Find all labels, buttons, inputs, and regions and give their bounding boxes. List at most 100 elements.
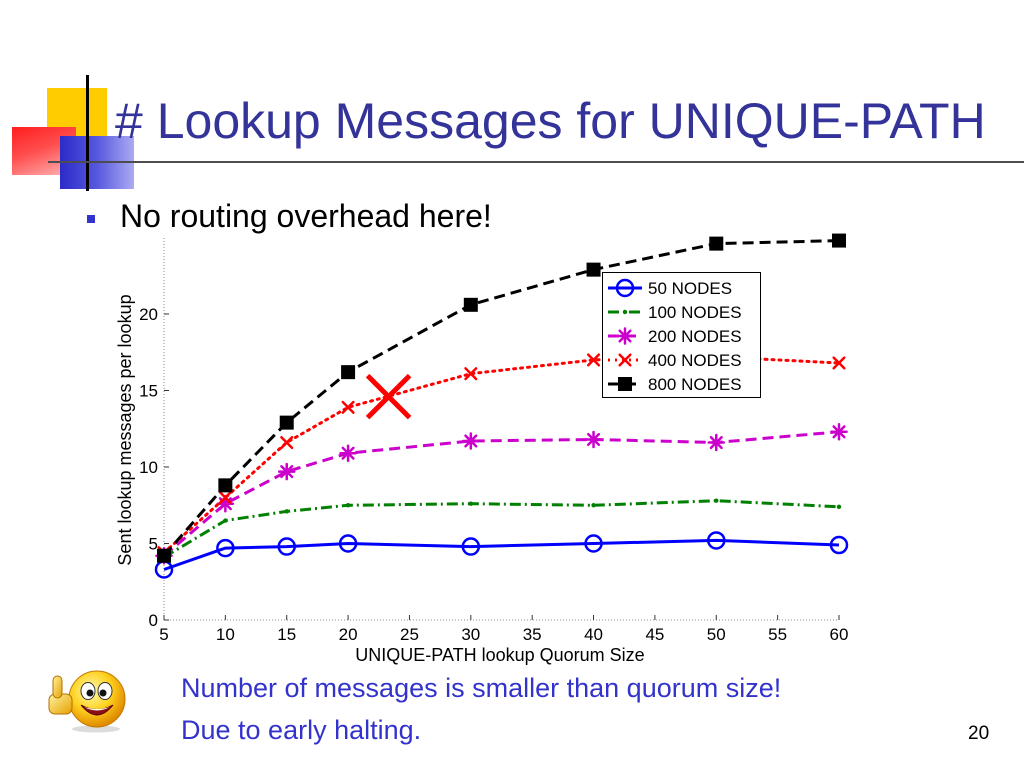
- legend-label-200-nodes: 200 NODES: [648, 327, 742, 346]
- note-line-1: Number of messages is smaller than quoru…: [181, 673, 782, 703]
- data-point-800-nodes: [218, 478, 233, 493]
- data-point-100-nodes: [223, 518, 228, 523]
- data-point-50-nodes: [277, 537, 296, 556]
- data-point-100-nodes: [591, 503, 596, 508]
- data-point-50-nodes: [338, 534, 358, 553]
- smiley-teeth: [84, 707, 110, 711]
- y-tick-label: 15: [139, 382, 158, 401]
- data-point-400-nodes: [280, 435, 294, 450]
- marker-stroke: [157, 546, 171, 560]
- marker-stroke: [341, 400, 355, 414]
- data-point-100-nodes: [468, 501, 474, 506]
- y-tick-label: 20: [139, 305, 158, 324]
- x-tick-label: 30: [461, 625, 480, 644]
- data-point-800-nodes: [586, 262, 601, 277]
- legend-entry-800-nodes: 800 NODES: [608, 375, 742, 394]
- marker-stroke: [341, 446, 355, 460]
- data-point-400-nodes: [832, 356, 846, 370]
- thumbs-up-smiley-icon: [48, 670, 126, 733]
- legend-label-400-nodes: 400 NODES: [648, 351, 742, 370]
- marker-stroke: [157, 549, 171, 563]
- marker-stroke: [464, 434, 478, 448]
- data-point-100-nodes: [345, 503, 351, 508]
- legend-marker-400-nodes: [618, 353, 632, 367]
- marker-stroke: [832, 425, 846, 439]
- data-point-400-nodes: [157, 546, 171, 560]
- marker-stroke: [157, 546, 171, 560]
- legend-marker-100-nodes: [622, 309, 628, 315]
- data-point-400-nodes: [341, 400, 355, 414]
- y-axis-label: Sent lookup messages per lookup: [115, 294, 135, 565]
- legend-entry-100-nodes: 100 NODES: [608, 303, 742, 322]
- marker-stroke: [709, 350, 723, 364]
- legend-entry-50-nodes: 50 NODES: [608, 278, 732, 298]
- legend-label-100-nodes: 100 NODES: [648, 303, 742, 322]
- data-point-400-nodes: [464, 367, 478, 381]
- marker-stroke: [280, 435, 294, 450]
- legend-marker-800-nodes: [618, 377, 632, 391]
- slide-title: # Lookup Messages for UNIQUE-PATH: [115, 93, 986, 149]
- decor-vertical-line: [86, 75, 89, 191]
- data-point-800-nodes: [709, 236, 724, 251]
- marker-stroke: [586, 353, 601, 367]
- x-tick-label: 20: [339, 625, 358, 644]
- x-tick-label: 25: [400, 625, 419, 644]
- x-axis-label: UNIQUE-PATH lookup Quorum Size: [355, 645, 644, 665]
- series-200-nodes: [155, 423, 848, 565]
- marker-stroke: [464, 367, 478, 381]
- smiley-thumb-finger: [52, 675, 63, 699]
- data-point-50-nodes: [829, 535, 849, 555]
- marker-stroke: [618, 353, 632, 367]
- marker-stroke: [618, 353, 632, 367]
- data-point-200-nodes: [277, 462, 296, 481]
- bullet-text: No routing overhead here!: [120, 198, 492, 234]
- series-line-400-nodes: [162, 355, 841, 555]
- marker-stroke: [832, 356, 846, 370]
- marker-stroke: [365, 373, 412, 420]
- data-point-800-nodes: [341, 365, 356, 380]
- marker-stroke: [464, 367, 478, 381]
- data-point-200-nodes: [155, 546, 173, 565]
- note-line-2: Due to early halting.: [181, 715, 422, 745]
- annotation-cross-marker: [365, 373, 412, 420]
- data-point-800-nodes: [463, 297, 478, 312]
- legend-entry-200-nodes: 200 NODES: [608, 327, 742, 346]
- data-point-50-nodes: [461, 537, 481, 556]
- data-point-800-nodes: [157, 548, 171, 563]
- marker-stroke: [218, 497, 232, 511]
- smiley-thumb: [48, 675, 73, 715]
- marker-stroke: [709, 435, 723, 450]
- title-underline: [48, 161, 1024, 163]
- legend-entry-400-nodes: 400 NODES: [608, 351, 742, 370]
- data-point-50-nodes: [216, 538, 235, 558]
- x-tick-label: 10: [216, 625, 235, 644]
- data-point-400-nodes: [586, 353, 601, 367]
- square-bullet-icon: [87, 215, 95, 223]
- x-tick-label: 40: [584, 625, 603, 644]
- legend-label-50-nodes: 50 NODES: [648, 279, 732, 298]
- smiley-shadow: [72, 725, 120, 733]
- series-400-nodes: [157, 350, 846, 560]
- chart-annotations: [365, 373, 412, 420]
- data-point-200-nodes: [216, 494, 235, 513]
- x-tick-label: 45: [645, 625, 664, 644]
- data-point-200-nodes: [707, 433, 726, 452]
- chart-legend: 50 NODES 100 NODES 200 NODES 400 NODES 800 N…: [602, 272, 761, 398]
- marker-stroke: [280, 465, 294, 479]
- marker-stroke: [218, 491, 232, 505]
- marker-stroke: [341, 400, 355, 414]
- marker-stroke: [218, 491, 232, 505]
- series-50-nodes: [154, 531, 849, 579]
- marker-stroke: [709, 435, 723, 450]
- marker-stroke: [832, 425, 846, 439]
- data-point-200-nodes: [339, 444, 357, 462]
- series-line-100-nodes: [163, 499, 840, 559]
- data-point-100-nodes: [284, 509, 289, 514]
- marker-stroke: [586, 353, 601, 367]
- x-tick-label: 5: [159, 625, 168, 644]
- series-800-nodes: [157, 233, 846, 563]
- y-tick-label: 0: [149, 611, 158, 630]
- data-point-100-nodes: [161, 555, 167, 560]
- x-tick-label: 35: [523, 625, 542, 644]
